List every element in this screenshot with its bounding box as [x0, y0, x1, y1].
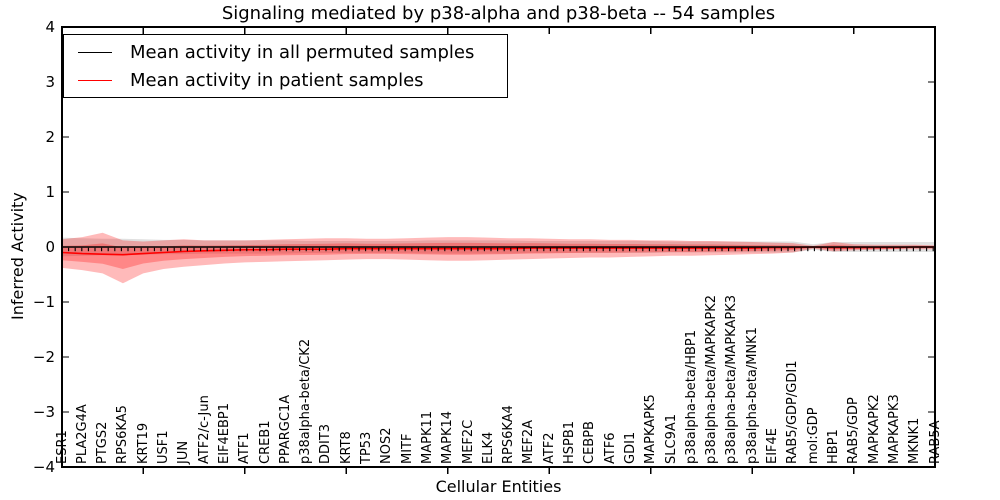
x-category-label: mol:GDP: [805, 407, 821, 464]
x-category-label: RAB5/GDP/GDI1: [785, 360, 801, 464]
y-tick-label: 1: [45, 183, 55, 201]
x-category-label: TP53: [359, 431, 375, 464]
x-category-label: GDI1: [622, 431, 638, 464]
x-category-label: KRT8: [338, 431, 354, 464]
x-category-label: ATF1: [237, 432, 253, 464]
x-category-label: MKNK1: [907, 417, 923, 464]
x-category-label: PLA2G4A: [74, 404, 90, 464]
x-category-label: MAPK11: [419, 410, 435, 464]
x-category-label: EIF4EBP1: [216, 402, 232, 464]
x-category-label: PPARGC1A: [277, 394, 293, 464]
x-category-label: MEF2C: [460, 419, 476, 464]
x-category-label: PTGS2: [95, 421, 111, 464]
x-category-label: CREB1: [257, 420, 273, 464]
legend-entry-patient: Mean activity in patient samples: [64, 66, 507, 94]
patient-std-band: [62, 232, 935, 284]
x-category-label: HSPB1: [562, 420, 578, 464]
x-category-label: ATF6: [602, 432, 618, 464]
x-category-label: MEF2A: [521, 419, 537, 464]
y-tick-label: 0: [45, 238, 55, 256]
x-category-label: RPS6KA5: [115, 405, 131, 464]
chart-title: Signaling mediated by p38-alpha and p38-…: [221, 3, 776, 24]
x-category-label: USF1: [156, 430, 171, 464]
x-category-label: p38alpha-beta/CK2: [298, 338, 314, 464]
x-category-label: RPS6KA4: [501, 405, 517, 464]
x-category-label: p38alpha-beta/MAPKAPK3: [724, 295, 740, 464]
x-category-label: MAPKAPK5: [643, 394, 659, 464]
legend-line-patient-icon: [78, 79, 112, 81]
x-category-label: SLC9A1: [663, 413, 679, 464]
legend-label-patient: Mean activity in patient samples: [130, 69, 424, 91]
x-category-label: MAPKAPK3: [886, 394, 902, 464]
x-category-label: ATF2: [541, 432, 557, 464]
x-category-label: NOS2: [379, 427, 395, 464]
x-category-label: MAPK14: [440, 410, 456, 464]
x-category-label: DDIT3: [318, 423, 334, 464]
x-category-label: MAPKAPK2: [866, 394, 882, 464]
y-tick-label: 4: [45, 18, 55, 36]
x-category-label: CEBPB: [582, 421, 598, 464]
y-tick-label: −3: [32, 403, 55, 421]
x-category-label: RAB5/GDP: [846, 397, 862, 464]
x-category-label: RAB5A: [927, 420, 943, 464]
legend-line-permuted-icon: [78, 51, 112, 53]
y-tick-label: 2: [45, 128, 55, 146]
x-category-label: JUN: [176, 440, 192, 464]
x-category-label: p38alpha-beta/HBP1: [683, 329, 699, 464]
y-tick-label: −4: [32, 458, 55, 476]
x-category-label: HBP1: [825, 429, 841, 464]
y-tick-label: −2: [32, 348, 55, 366]
x-category-label: p38alpha-beta/MAPKAPK2: [704, 295, 720, 464]
y-tick-label: 3: [45, 73, 55, 91]
legend-label-permuted: Mean activity in all permuted samples: [130, 41, 475, 63]
x-axis-label: Cellular Entities: [435, 477, 562, 496]
x-category-label: ATF2/c-Jun: [196, 395, 212, 464]
x-category-label: ELK4: [480, 431, 496, 464]
x-category-label: ESR1: [54, 430, 70, 464]
y-tick-label: −1: [32, 293, 55, 311]
x-category-label: EIF4E: [765, 427, 781, 464]
x-category-label: MITF: [399, 433, 415, 464]
legend-entry-permuted: Mean activity in all permuted samples: [64, 38, 507, 66]
x-category-label: KRT19: [135, 422, 151, 464]
x-category-label: p38alpha-beta/MNK1: [744, 327, 760, 464]
legend: Mean activity in all permuted samples Me…: [63, 34, 508, 98]
